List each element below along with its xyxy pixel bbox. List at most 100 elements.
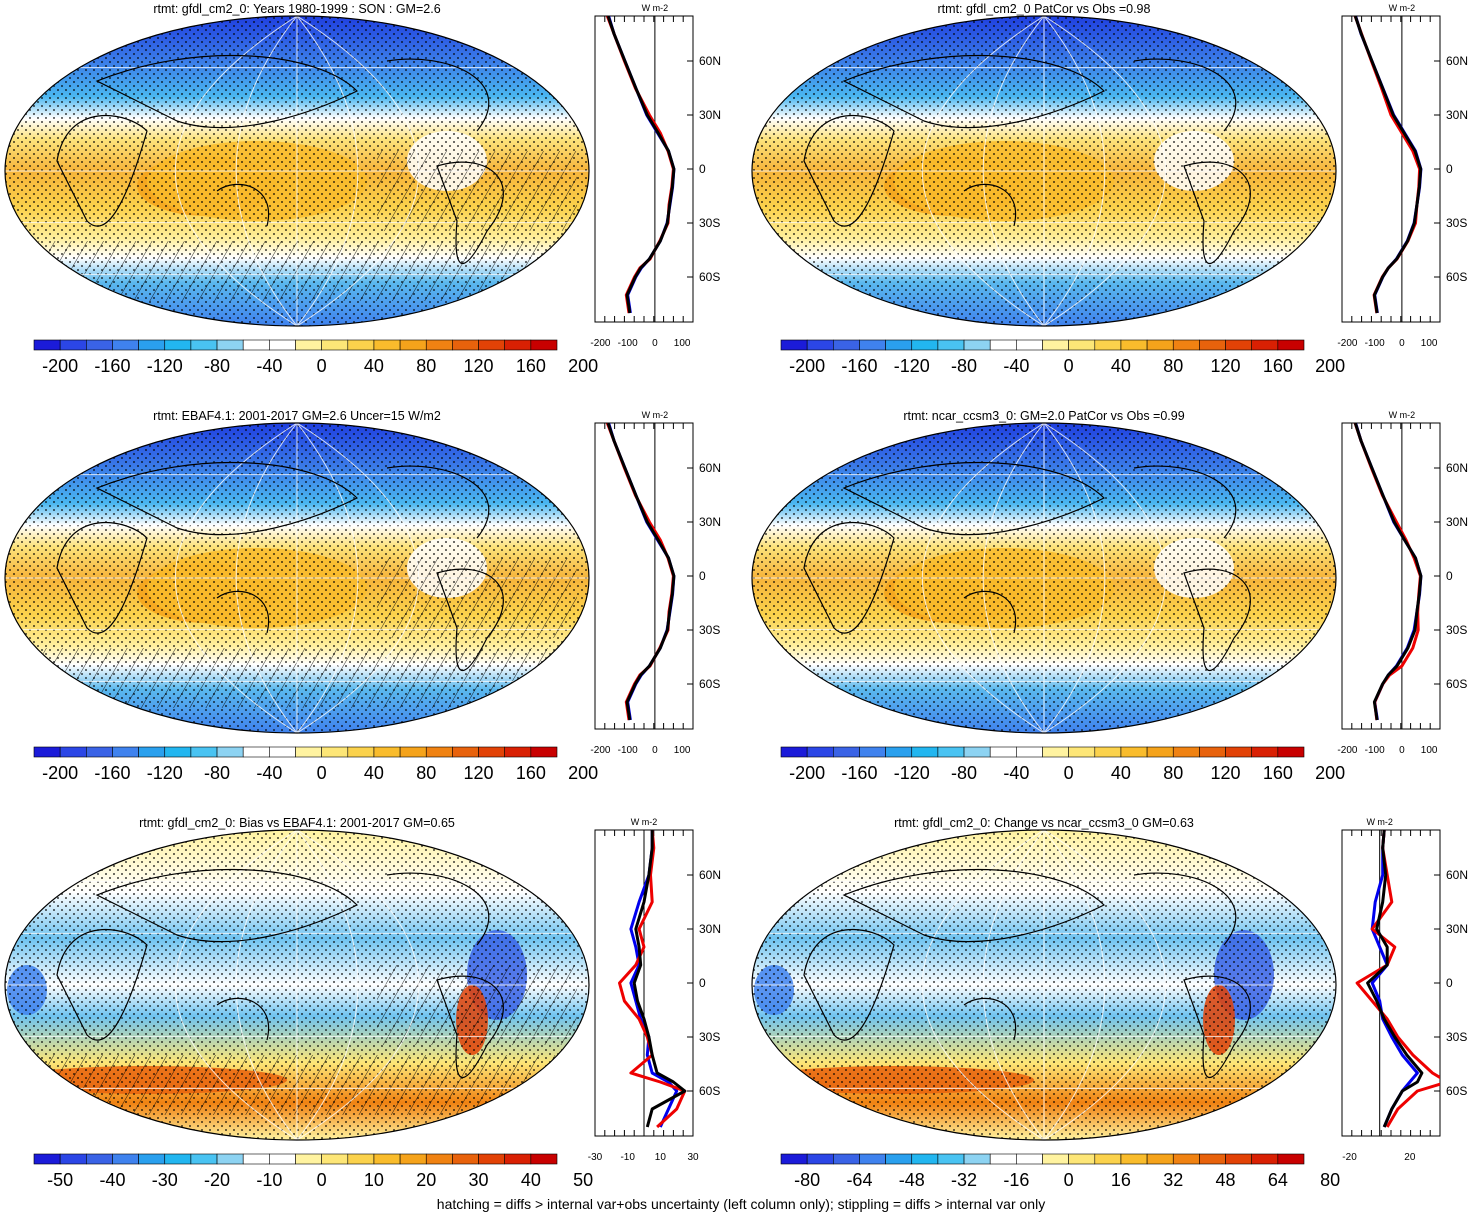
colorbar-swatch [112,1153,139,1165]
colorbar-swatch [1225,746,1253,758]
colorbar-swatch [1094,339,1122,351]
profile-unit: W m-2 [1366,817,1393,827]
colorbar-swatch [1146,1153,1174,1165]
colorbar-label: 40 [1111,356,1131,376]
profile-x-tick: -100 [1365,338,1385,349]
colorbar-label: -160 [841,356,877,376]
map-title: rtmt: gfdl_cm2_0: Change vs ncar_ccsm3_0… [894,816,1194,830]
colorbar-swatch [164,339,192,351]
colorbar-swatch [86,1153,113,1165]
colorbar: -200 -160 -120 -80 -40 0 40 80 120 160 200 [780,339,1345,376]
colorbar-swatch [321,1153,349,1165]
profile-lat-label: 30N [1446,922,1468,936]
colorbar-swatch [295,1153,322,1165]
profile-x-tick: -100 [1365,745,1385,756]
colorbar-swatch [321,746,349,758]
colorbar-swatch [1199,746,1226,758]
profile-lat-label: 30N [1446,108,1468,122]
colorbar-label: 80 [1320,1170,1340,1190]
colorbar-swatch [1016,746,1043,758]
colorbar-swatch [911,746,939,758]
profile-lat-label: 30S [1446,216,1467,230]
map-outline [751,829,1337,1141]
colorbar-swatch [963,1153,991,1165]
colorbar-label: -80 [794,1170,820,1190]
map-field [5,830,589,1140]
profile-unit: W m-2 [642,3,669,13]
colorbar-label: 32 [1163,1170,1183,1190]
colorbar-label: 64 [1268,1170,1288,1190]
profile-lat-label: 30S [1446,1030,1467,1044]
profile-unit: W m-2 [1389,3,1416,13]
profile-x-tick: 10 [655,1152,667,1163]
colorbar-swatch [989,339,1017,351]
colorbar-label: -32 [951,1170,977,1190]
profile-lat-label: 30S [699,1030,720,1044]
profile-x-tick: 30 [687,1152,699,1163]
profile-lat-label: 60N [699,868,721,882]
profile-lat-label: 60N [1446,868,1468,882]
colorbar-label: -200 [42,763,78,783]
profile-x-tick: -200 [1337,745,1357,756]
colorbar-swatch [138,1153,166,1165]
colorbar-label: -200 [789,356,825,376]
colorbar-label: 40 [1111,763,1131,783]
colorbar-swatch [1120,1153,1148,1165]
map-field [5,423,589,733]
colorbar-swatch [885,1153,913,1165]
profile-x-tick: -100 [618,338,638,349]
colorbar-label: -120 [894,356,930,376]
profile-x-tick: 0 [1399,745,1405,756]
profile-series-line [606,16,676,314]
profile-x-tick: 100 [1421,338,1438,349]
colorbar-swatch [1120,746,1148,758]
colorbar-label: -16 [1003,1170,1029,1190]
colorbar-label: 30 [469,1170,489,1190]
map-outline [4,15,590,327]
colorbar-swatch [1277,1153,1305,1165]
panel-4: rtmt: ncar_ccsm3_0: GM=2.0 PatCor vs Obs… [751,409,1468,783]
profile-x-tick: -20 [1342,1152,1357,1163]
colorbar-swatch [321,339,349,351]
colorbar-label: 40 [521,1170,541,1190]
colorbar-swatch [399,746,427,758]
colorbar-label: -20 [204,1170,230,1190]
colorbar-label: 200 [1315,356,1345,376]
profile-x-tick: 100 [674,745,691,756]
zonal-profile: W m-2 -200 -100 0 100 60N 30N 0 30S 60S [590,410,721,756]
colorbar-swatch [1120,339,1148,351]
profile-x-tick: 0 [652,338,658,349]
colorbar-label: -160 [841,763,877,783]
colorbar-swatch [452,1153,479,1165]
colorbar-swatch [425,746,453,758]
colorbar-swatch [1251,746,1279,758]
colorbar-swatch [530,746,558,758]
colorbar-swatch [530,1153,558,1165]
colorbar-swatch [1251,1153,1279,1165]
colorbar: -200 -160 -120 -80 -40 0 40 80 120 160 200 [780,746,1345,783]
colorbar-swatch [504,1153,532,1165]
profile-x-tick: -200 [590,338,610,349]
colorbar-swatch [216,1153,244,1165]
colorbar-label: 40 [364,356,384,376]
colorbar-label: 80 [416,763,436,783]
colorbar-swatch [1068,339,1096,351]
colorbar-swatch [190,1153,218,1165]
colorbar-label: 120 [464,763,494,783]
colorbar-swatch [1016,339,1043,351]
colorbar-swatch [806,746,834,758]
colorbar-label: 80 [1163,356,1183,376]
colorbar-label: -10 [256,1170,282,1190]
colorbar-swatch [1016,1153,1043,1165]
profile-series-line [606,423,676,721]
colorbar-swatch [780,339,808,351]
colorbar-label: -50 [47,1170,73,1190]
colorbar-swatch [806,1153,834,1165]
colorbar-label: 200 [568,356,598,376]
profile-lat-label: 30S [1446,623,1467,637]
profile-lat-label: 60N [1446,461,1468,475]
profile-lat-label: 30N [699,108,721,122]
profile-unit: W m-2 [642,410,669,420]
colorbar-swatch [1172,746,1200,758]
